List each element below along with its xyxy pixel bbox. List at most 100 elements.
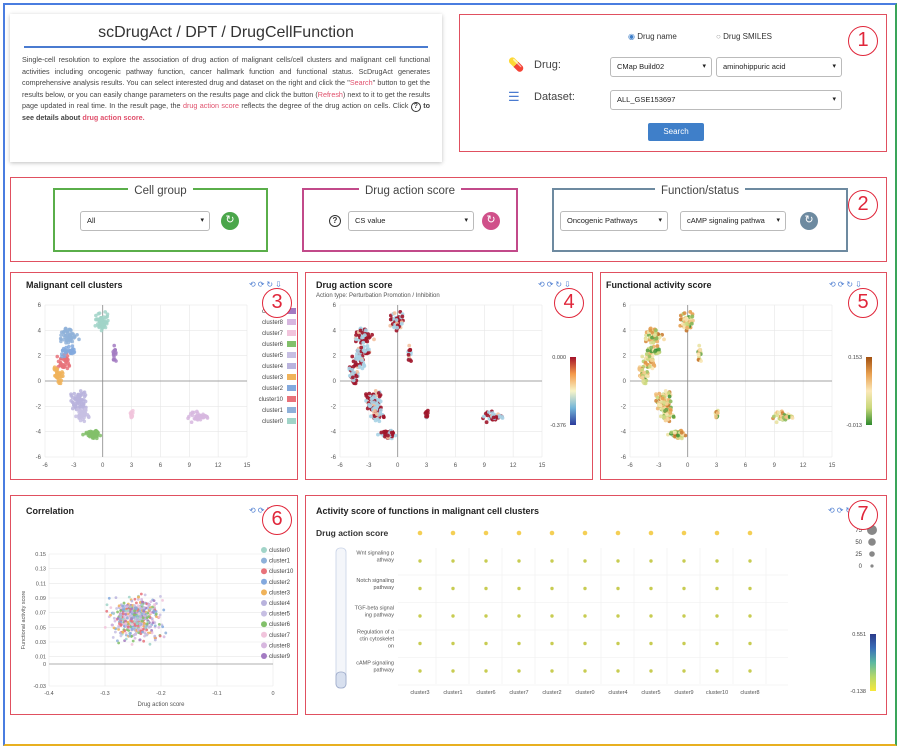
fas-point bbox=[644, 352, 649, 356]
act-col-label: cluster6 bbox=[476, 690, 495, 696]
act-dot bbox=[682, 559, 686, 563]
act-dot bbox=[715, 559, 719, 563]
corr-point bbox=[105, 609, 109, 613]
corr-x-tick: -0.2 bbox=[156, 691, 165, 697]
act-dot bbox=[616, 669, 620, 673]
das-point bbox=[358, 328, 363, 333]
cluster-point bbox=[81, 391, 86, 395]
fas-point bbox=[642, 370, 646, 375]
act-dot bbox=[583, 641, 587, 646]
das-point bbox=[399, 321, 404, 326]
legend-swatch bbox=[287, 418, 296, 424]
fas-y-tick: 6 bbox=[623, 303, 627, 309]
intro-text-4: reflects the degree of the drug action o… bbox=[239, 101, 411, 111]
function-refresh-button[interactable]: ↻ bbox=[800, 212, 818, 230]
corr-point bbox=[130, 617, 134, 620]
radio-drug-smiles[interactable]: ○ Drug SMILES bbox=[716, 32, 772, 41]
corr-point bbox=[147, 603, 151, 606]
function-category-select[interactable]: Oncogenic Pathways ▾ bbox=[560, 211, 668, 231]
fas-point bbox=[690, 314, 695, 319]
function-select[interactable]: cAMP signaling pathwa ▾ bbox=[680, 211, 786, 231]
cluster-point bbox=[63, 328, 68, 333]
act-row-label: cAMP signaling bbox=[356, 661, 394, 667]
act-dot bbox=[748, 559, 752, 563]
fas-panel: Functional activity score ⟲⟳↻⇩ 6 4 2 0 -2 -4 -… bbox=[600, 272, 887, 480]
das-point bbox=[388, 317, 393, 322]
drug-select[interactable]: aminohippuric acid ▾ bbox=[716, 57, 842, 77]
act-top-dot bbox=[681, 530, 687, 536]
das-point bbox=[365, 395, 370, 400]
legend-label: cluster8 bbox=[262, 320, 284, 326]
fas-point bbox=[662, 337, 666, 342]
cell-group-select[interactable]: All ▾ bbox=[80, 211, 210, 231]
act-dot bbox=[484, 641, 488, 646]
das-point bbox=[364, 336, 369, 341]
search-button[interactable]: Search bbox=[648, 123, 704, 141]
das-refresh-button[interactable]: ↻ bbox=[482, 212, 500, 230]
fas-x-tick: -3 bbox=[656, 463, 662, 469]
corr-point bbox=[136, 624, 140, 628]
fas-point bbox=[790, 416, 795, 420]
help-icon[interactable]: ? bbox=[329, 215, 341, 227]
corr-point bbox=[115, 607, 119, 610]
cluster-point bbox=[94, 313, 98, 318]
drug-source-select[interactable]: CMap Build02 ▾ bbox=[610, 57, 712, 77]
fas-point bbox=[654, 328, 658, 333]
cluster-point bbox=[81, 432, 85, 437]
cluster-point bbox=[56, 375, 60, 380]
legend-swatch bbox=[261, 642, 267, 649]
radio-checked-icon: ◉ bbox=[628, 32, 635, 41]
chart-toolbar[interactable]: ⟲⟳↻⇩ bbox=[249, 280, 284, 289]
cluster-point bbox=[112, 343, 117, 348]
das-point bbox=[364, 328, 368, 333]
legend-label: cluster4 bbox=[262, 364, 284, 370]
corr-point bbox=[142, 606, 146, 609]
fas-point bbox=[652, 333, 657, 338]
fas-y-tick: -2 bbox=[621, 404, 627, 410]
fas-point bbox=[643, 381, 648, 386]
act-row-label: pathway bbox=[374, 668, 395, 674]
radio-unchecked-icon: ○ bbox=[716, 32, 721, 41]
legend-label: cluster2 bbox=[269, 580, 291, 586]
corr-point bbox=[134, 607, 138, 611]
chevron-down-icon: ▾ bbox=[776, 217, 780, 224]
das-y-tick: -2 bbox=[331, 404, 337, 410]
help-icon[interactable]: ? bbox=[410, 102, 421, 113]
chart-toolbar[interactable]: ⟲⟳↻⇩ bbox=[829, 280, 864, 289]
act-colorbar-min: -0.138 bbox=[850, 689, 866, 695]
fas-point bbox=[771, 414, 776, 419]
das-point bbox=[357, 354, 362, 359]
das-point bbox=[377, 394, 382, 399]
dataset-select[interactable]: ALL_GSE153697 ▾ bbox=[610, 90, 842, 110]
corr-point bbox=[153, 638, 157, 642]
das-select[interactable]: CS value ▾ bbox=[348, 211, 474, 231]
act-dot bbox=[517, 641, 521, 646]
clusters-x-tick: 12 bbox=[215, 463, 222, 469]
corr-point bbox=[112, 616, 116, 620]
corr-point bbox=[153, 634, 157, 638]
act-dot bbox=[682, 614, 686, 618]
act-colorbar-max: 0.551 bbox=[852, 632, 866, 638]
act-dot bbox=[550, 614, 554, 618]
corr-chart: 0.150.130.110.090.070.050.030.010-0.03-0… bbox=[21, 547, 294, 708]
corr-point bbox=[103, 625, 107, 629]
das-point bbox=[359, 345, 364, 350]
cluster-point bbox=[74, 414, 78, 419]
chart-toolbar[interactable]: ⟲⟳↻⇩ bbox=[538, 280, 573, 289]
corr-title: Correlation bbox=[26, 506, 75, 516]
corr-point bbox=[161, 625, 165, 629]
das-x-tick: -6 bbox=[337, 463, 343, 469]
intro-text-3: ) next to it to get the results page upd… bbox=[22, 89, 430, 111]
fas-x-tick: 0 bbox=[686, 463, 690, 469]
das-link[interactable]: drug action score. bbox=[82, 113, 145, 123]
cluster-point bbox=[55, 354, 60, 359]
chevron-down-icon: ▾ bbox=[658, 217, 662, 224]
cluster-point bbox=[73, 403, 78, 408]
radio-drug-name[interactable]: ◉ Drug name bbox=[628, 32, 677, 41]
legend-label: cluster0 bbox=[269, 548, 291, 554]
legend-label: cluster2 bbox=[262, 386, 284, 392]
corr-point bbox=[149, 600, 153, 604]
cluster-point bbox=[113, 348, 118, 352]
cell-group-refresh-button[interactable]: ↻ bbox=[221, 212, 239, 230]
chart-toolbar[interactable]: ⟲⟳↻⇩ bbox=[828, 506, 863, 515]
